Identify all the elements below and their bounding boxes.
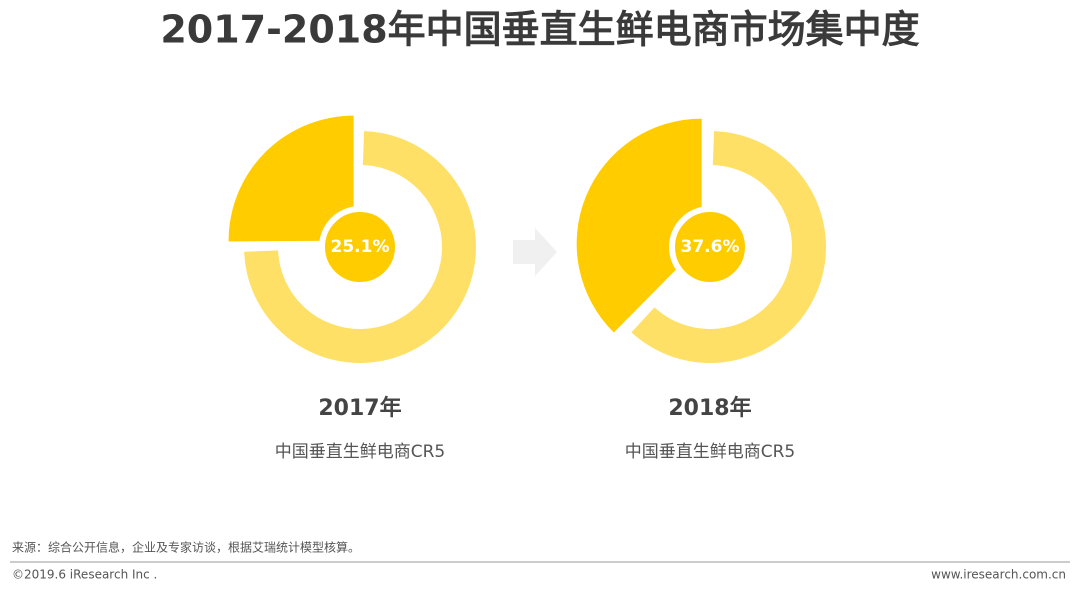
value-label: 37.6%	[681, 237, 740, 257]
value-label: 25.1%	[331, 237, 390, 257]
pie-segment	[244, 131, 477, 363]
center-disc	[669, 206, 751, 288]
pie-segment	[576, 118, 702, 333]
arrow	[513, 228, 557, 276]
website: www.iresearch.com.cn	[931, 568, 1066, 582]
chart-subtitle: 中国垂直生鲜电商CR5	[625, 442, 796, 462]
chart-title: 2017年	[318, 395, 401, 421]
page-title: 2017-2018年中国垂直生鲜电商市场集中度	[160, 8, 919, 52]
center-disc	[319, 206, 401, 288]
chart-subtitle: 中国垂直生鲜电商CR5	[275, 442, 446, 462]
pie-segment	[631, 131, 826, 364]
chart-title: 2018年	[668, 395, 751, 421]
pie-segment	[228, 115, 354, 242]
copyright: ©2019.6 iResearch Inc .	[12, 568, 157, 582]
source: 来源：综合公开信息，企业及专家访谈，根据艾瑞统计模型核算。	[12, 540, 360, 555]
